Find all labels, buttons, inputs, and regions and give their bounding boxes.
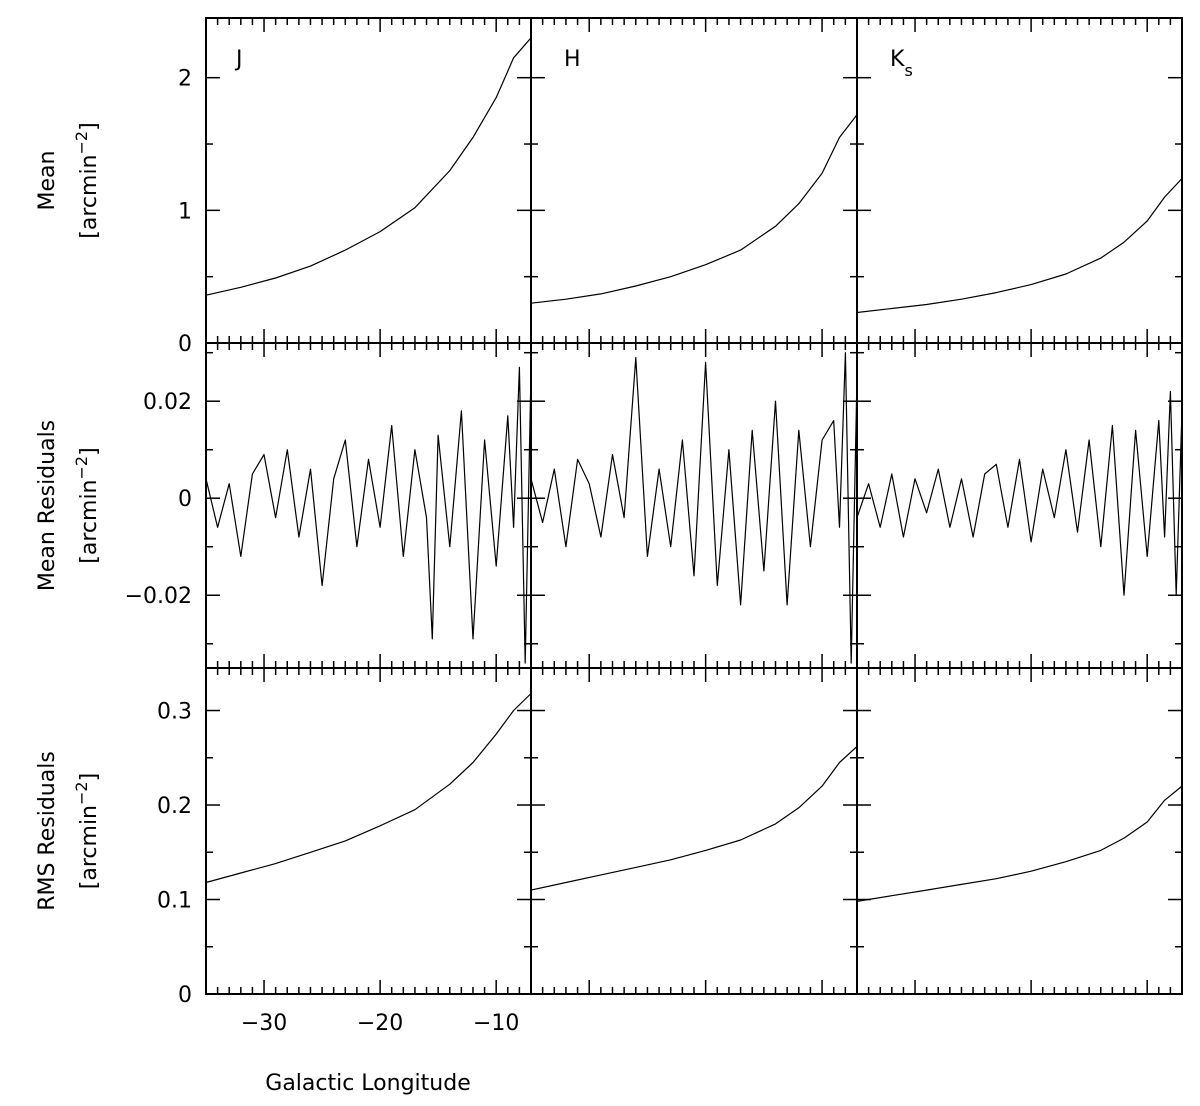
y-axis-unit-exponent: −2 (72, 781, 91, 805)
x-tick-label: −30 (241, 1011, 287, 1036)
y-axis-unit-exponent: −2 (72, 456, 91, 480)
panel-frame-mean_residuals-j (205, 342, 532, 669)
y-axis-unit-mean: [arcmin−2] (72, 122, 102, 238)
panel-frame-mean_residuals-ks (856, 342, 1183, 669)
series-line-mean_residuals-ks (856, 390, 1183, 596)
panel-grid (205, 17, 1183, 995)
panel-frame-mean_residuals-h (530, 342, 858, 669)
y-axis-title-rms_residuals: RMS Residuals (35, 751, 60, 911)
y-tick-label-rms_residuals: 0.3 (157, 700, 192, 725)
y-tick-label-mean: 1 (178, 199, 192, 224)
y-axis-title-mean: Mean (35, 151, 60, 211)
y-axis-unit-mean_residuals: [arcmin−2] (72, 447, 102, 563)
y-tick-label-mean_residuals: 0.02 (143, 390, 192, 415)
y-tick-label-rms_residuals: 0.1 (157, 889, 192, 914)
series-line-mean_residuals-j (205, 366, 532, 664)
panel-frame-mean-j (205, 17, 532, 344)
panel-label-ks: Ks (890, 47, 913, 80)
series-line-mean-ks (856, 178, 1183, 314)
y-axis-title-mean_residuals: Mean Residuals (35, 420, 60, 591)
panel-label-h: H (564, 47, 581, 72)
y-tick-label-mean_residuals: −0.02 (125, 584, 192, 609)
y-axis-unit-rms_residuals: [arcmin−2] (72, 773, 102, 889)
y-axis-unit-exponent: −2 (72, 131, 91, 155)
series-line-mean-h (530, 114, 858, 304)
x-axis-title: Galactic Longitude (265, 1071, 470, 1096)
y-axis-unit-close: ] (77, 773, 102, 782)
series-line-mean-j (205, 37, 532, 296)
series-curves (205, 37, 1183, 902)
y-tick-label-rms_residuals: 0 (178, 983, 192, 1008)
x-tick-label: −10 (473, 1011, 519, 1036)
panel-label-ks-main: K (890, 47, 905, 72)
panel-label-j: J (234, 47, 243, 72)
y-tick-label-mean: 0 (178, 332, 192, 357)
series-line-mean_residuals-h (530, 352, 858, 664)
y-axis-unit-close: ] (77, 447, 102, 456)
y-axis-unit-text: [arcmin (77, 479, 102, 563)
series-line-rms_residuals-j (205, 693, 532, 884)
panel-frame-rms_residuals-h (530, 667, 858, 995)
y-axis-unit-text: [arcmin (77, 154, 102, 238)
panel-label-ks-sub: s (904, 61, 912, 80)
series-line-rms_residuals-ks (856, 785, 1183, 902)
y-tick-label-mean_residuals: 0 (178, 487, 192, 512)
y-tick-label-rms_residuals: 0.2 (157, 794, 192, 819)
y-tick-label-mean: 2 (178, 67, 192, 92)
y-axis-unit-close: ] (77, 122, 102, 131)
axis-labels: J H Ks Galactic Longitude 0 1 2 Mean [arcmin… (35, 47, 913, 1096)
series-line-rms_residuals-h (530, 745, 858, 891)
x-tick-label: −20 (357, 1011, 403, 1036)
y-axis-unit-text: [arcmin (77, 805, 102, 889)
